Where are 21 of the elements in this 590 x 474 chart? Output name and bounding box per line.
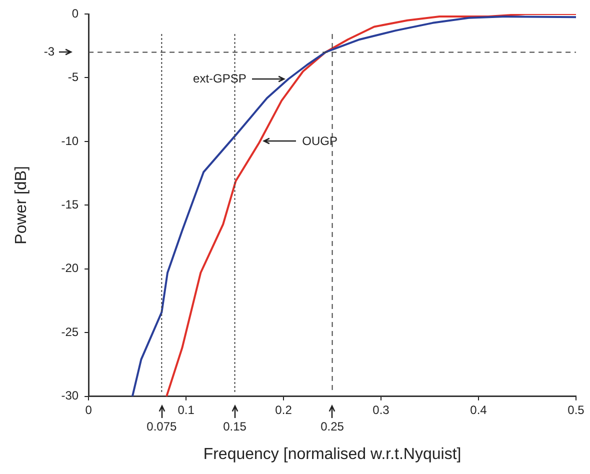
y-tick-label: 0 [72,6,79,20]
y-tick-label: -5 [68,70,79,84]
ref-line-label: 0.075 [146,420,177,434]
annotation: OUGP [302,134,338,148]
x-tick-label: 0.5 [568,402,585,417]
y-tick-label: -20 [61,261,79,276]
y-tick-label: -15 [61,198,79,212]
y-tick-label: -30 [61,388,79,403]
annotation: ext-GPSP [193,71,246,86]
x-tick-label: 0.2 [275,402,292,417]
y-axis-title: Power [dB] [13,166,30,244]
x-tick-label: 0 [85,402,92,417]
ref-line-label: 0.25 [320,420,344,434]
x-tick-label: 0.4 [470,402,488,417]
x-axis-title: Frequency [normalised w.r.t.Nyquist] [203,446,462,463]
x-tick-label: 0.3 [372,402,390,417]
y-tick-label: -10 [61,134,79,148]
x-tick-label: 0.1 [178,402,195,417]
ref-line-label: -3 [44,44,55,59]
y-tick-label: -25 [61,324,79,339]
ref-line-label: 0.15 [223,420,247,434]
